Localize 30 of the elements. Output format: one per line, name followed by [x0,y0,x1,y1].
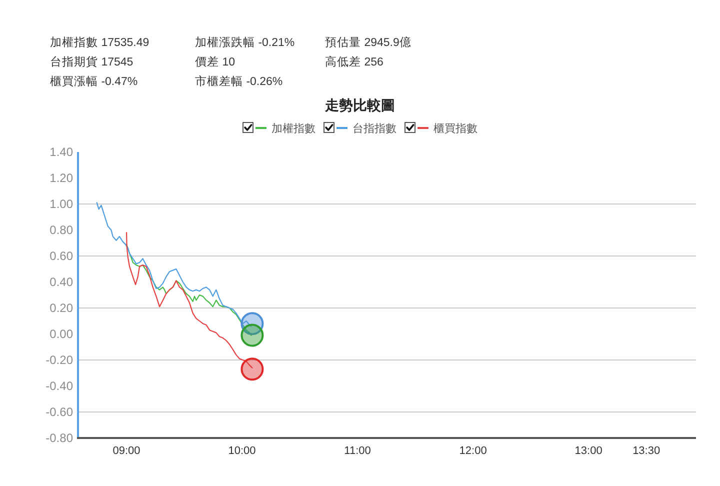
legend-label: 台指指數 [352,123,396,135]
y-tick: -0.60 [46,405,73,419]
y-tick: 0.60 [50,249,73,263]
y-tick: 1.40 [50,145,73,159]
annotation: 台指期貨 17545 [50,56,134,68]
annotation: 市櫃差幅 -0.26% [195,76,283,88]
y-tick: -0.20 [46,353,73,367]
y-tick: 1.00 [50,197,73,211]
y-tick: 0.20 [50,301,73,315]
annotation: 櫃買漲幅 -0.47% [50,76,138,88]
title: 走勢比較圖 [325,97,395,113]
y-tick: 0.80 [50,223,73,237]
x-tick: 13:30 [632,445,660,457]
y-tick: 0.40 [50,275,73,289]
legend-label: 櫃買指數 [434,123,478,135]
legend-label: 加權指數 [272,123,316,135]
y-tick: -0.80 [46,431,73,445]
x-tick: 12:00 [459,445,487,457]
y-tick: 1.20 [50,171,73,185]
x-tick: 09:00 [112,445,140,457]
annotation: 加權指數 17535.49 [50,37,150,49]
annotation: 高低差 256 [325,56,384,68]
x-tick: 10:00 [228,445,256,457]
annotation: 預估量 2945.9億 [325,37,412,49]
y-tick: -0.40 [46,379,73,393]
annotation: 加權漲跌幅 -0.21% [195,37,295,49]
x-tick: 13:00 [574,445,602,457]
y-tick: 0.00 [50,327,73,341]
x-tick: 11:00 [344,445,371,457]
annotation: 價差 10 [195,56,235,68]
